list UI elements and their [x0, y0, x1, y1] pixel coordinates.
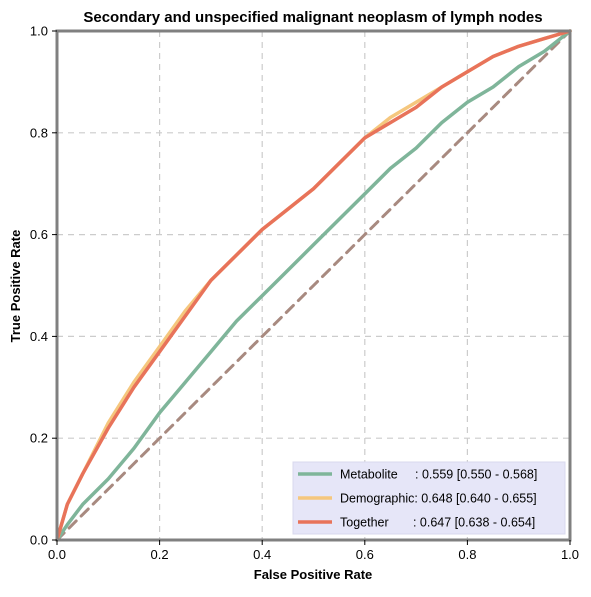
y-tick-label: 0.4: [30, 329, 48, 344]
y-axis-label: True Positive Rate: [8, 230, 23, 343]
ticks: 0.0 0.2 0.4 0.6 0.8 1.0 0.0 0.2 0.4 0.6 0.8 1.0: [30, 24, 579, 563]
x-tick-label: 0.4: [253, 547, 271, 562]
series-layer: [55, 29, 572, 542]
y-tick-label: 1.0: [30, 24, 48, 39]
legend-label-together: Together : 0.647 [0.638 - 0.654]: [340, 516, 535, 530]
y-tick-label: 0.2: [30, 431, 48, 446]
legend-label-metabolite: Metabolite : 0.559 [0.550 - 0.568]: [340, 468, 537, 482]
x-tick-label: 1.0: [561, 547, 579, 562]
roc-curve-together: [55, 29, 572, 542]
x-tick-label: 0.0: [48, 547, 66, 562]
y-tick-label: 0.8: [30, 125, 48, 140]
legend-box: [292, 461, 566, 535]
legend: Metabolite : 0.559 [0.550 - 0.568] Demogr…: [292, 461, 566, 535]
x-axis-label: False Positive Rate: [254, 567, 373, 582]
y-tick-label: 0.0: [30, 533, 48, 548]
chance-diagonal-line: [55, 29, 572, 542]
grid: [57, 31, 570, 540]
x-tick-label: 0.2: [151, 547, 169, 562]
legend-label-demographic: Demographic: 0.648 [0.640 - 0.655]: [340, 492, 537, 506]
y-tick-label: 0.6: [30, 227, 48, 242]
roc-curve-metabolite: [55, 29, 572, 542]
plot-frame: [55, 29, 572, 542]
x-tick-label: 0.6: [356, 547, 374, 562]
x-tick-label: 0.8: [458, 547, 476, 562]
chart-title: Secondary and unspecified malignant neop…: [83, 9, 542, 26]
